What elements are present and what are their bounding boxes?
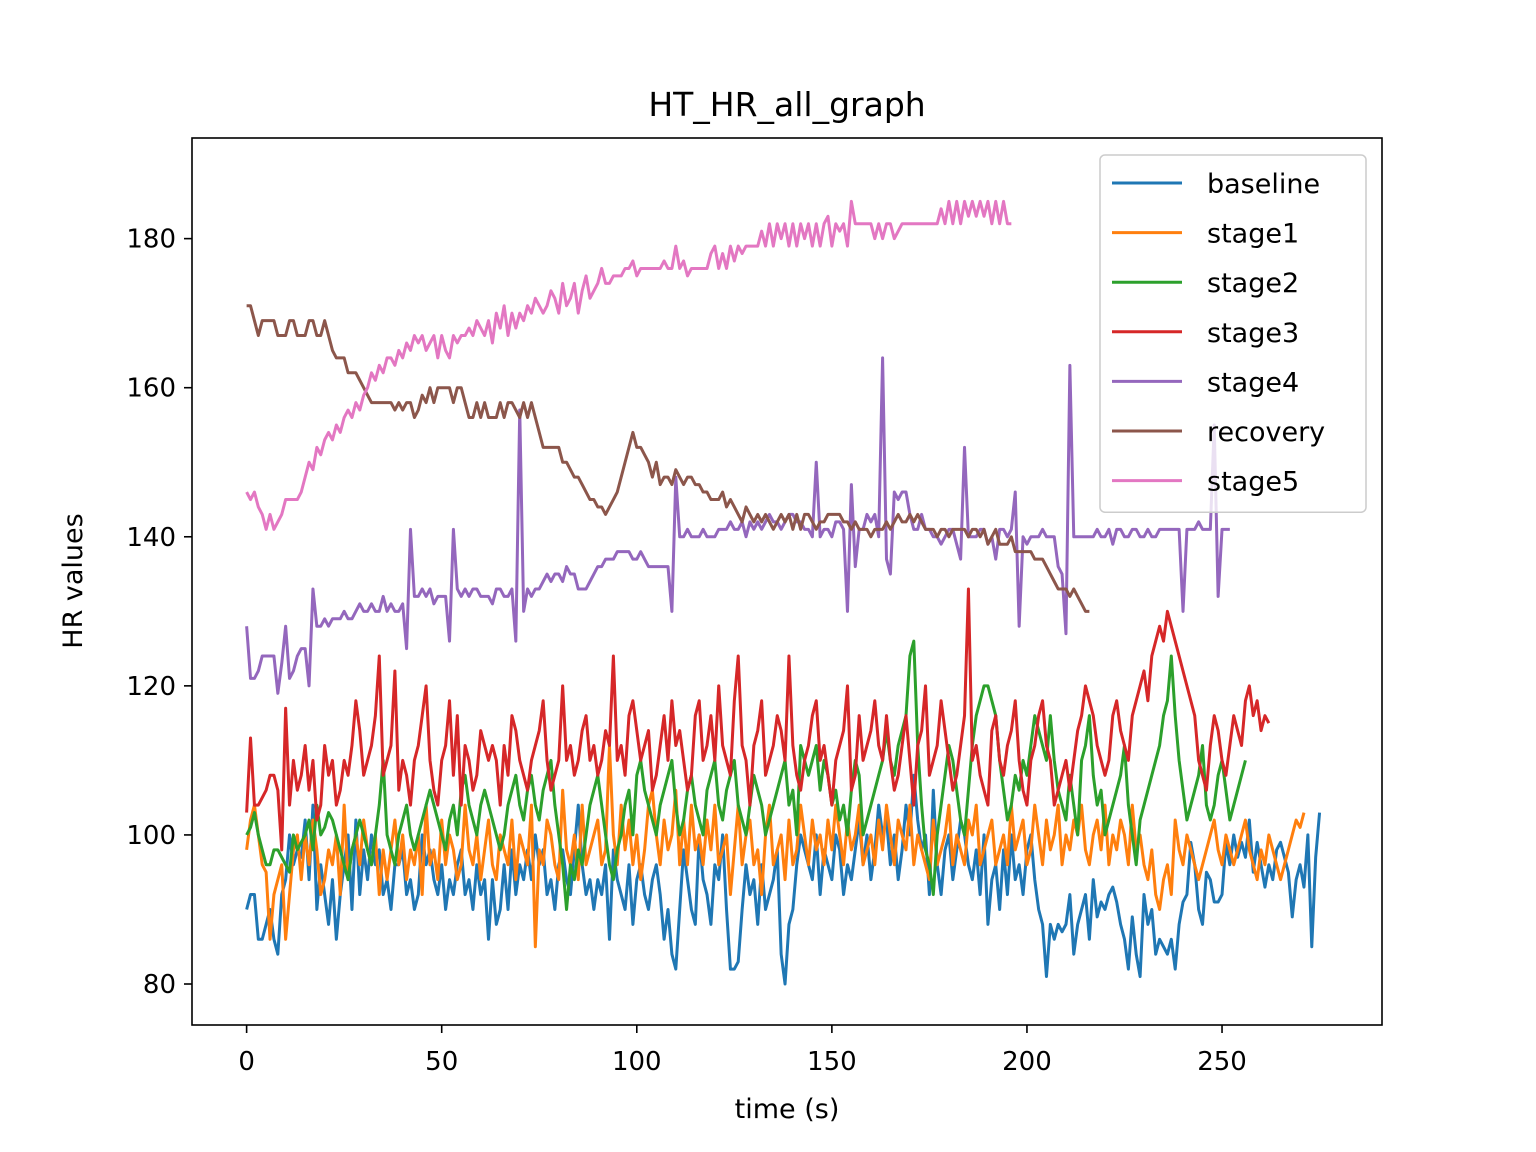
x-tick-label: 50 — [425, 1047, 458, 1077]
y-tick-label: 160 — [126, 374, 176, 404]
x-axis-label: time (s) — [735, 1094, 840, 1125]
series-layer — [245, 199, 1322, 986]
legend-label-stage2: stage2 — [1207, 268, 1299, 299]
x-tick-label: 100 — [612, 1047, 662, 1077]
series-line-stage3 — [245, 587, 1271, 852]
x-tick-label: 150 — [807, 1047, 857, 1077]
y-axis-label: HR values — [58, 513, 89, 648]
series-line-stage5 — [245, 199, 1012, 531]
y-axis: 80 100 120 140 160 180 — [126, 225, 192, 1000]
legend-label-stage3: stage3 — [1207, 318, 1299, 349]
x-axis: 0 50 100 150 200 250 — [238, 1025, 1247, 1077]
y-tick-label: 80 — [143, 970, 176, 1000]
legend-label-stage5: stage5 — [1207, 467, 1299, 498]
series-line-stage1 — [245, 743, 1306, 949]
legend-label-recovery: recovery — [1207, 417, 1325, 448]
y-tick-label: 120 — [126, 672, 176, 702]
y-tick-label: 140 — [126, 523, 176, 553]
series-line-recovery — [246, 304, 1090, 613]
chart-title: HT_HR_all_graph — [648, 85, 925, 124]
y-tick-label: 180 — [126, 225, 176, 255]
x-tick-label: 0 — [238, 1047, 255, 1077]
plot-frame — [191, 137, 1383, 1026]
legend: baseline stage1 stage2 stage3 stage4 recovery… — [1099, 154, 1367, 513]
legend-label-baseline: baseline — [1207, 169, 1320, 200]
legend-label-stage1: stage1 — [1207, 219, 1299, 250]
series-line-stage2 — [245, 639, 1247, 911]
x-tick-label: 250 — [1197, 1047, 1247, 1077]
legend-box — [1099, 154, 1367, 513]
series-line-stage4 — [245, 356, 1230, 695]
y-tick-label: 100 — [126, 821, 176, 851]
legend-label-stage4: stage4 — [1207, 367, 1299, 398]
series-line-baseline — [245, 773, 1322, 986]
x-tick-label: 200 — [1002, 1047, 1052, 1077]
